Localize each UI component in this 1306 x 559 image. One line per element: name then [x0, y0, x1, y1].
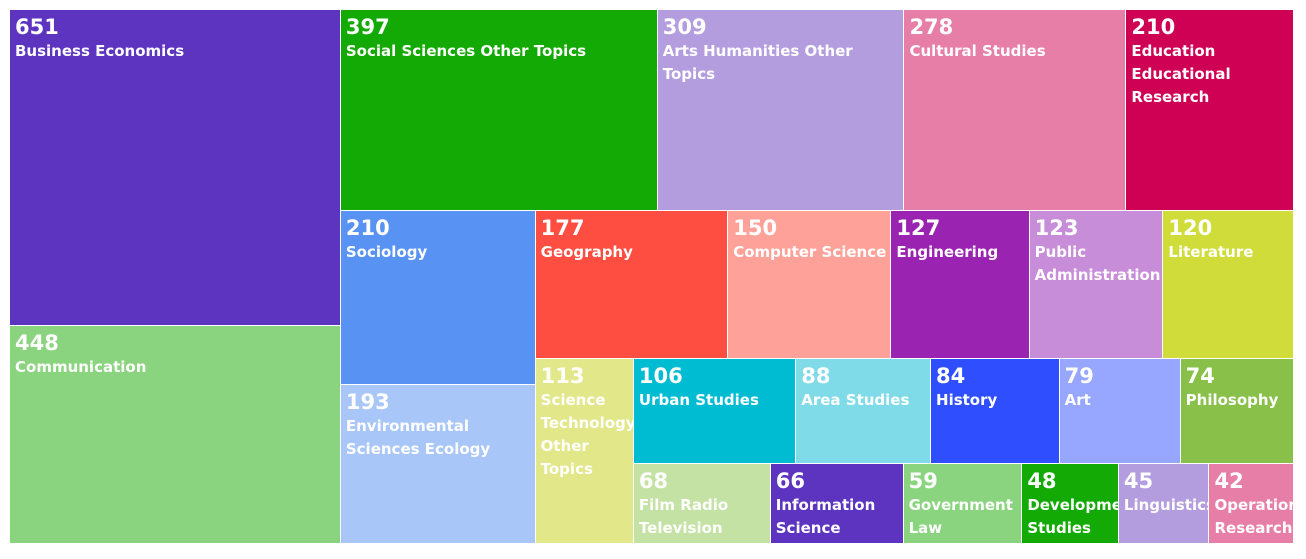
treemap-tile: 106 Urban Studies — [633, 359, 797, 465]
tile-value: 177 — [540, 216, 585, 241]
tile-label: Film Radio Television — [638, 496, 729, 538]
tile-label: Science Technology Other Topics — [540, 391, 634, 479]
tile-label: Engineering — [896, 243, 999, 262]
tile-value: 66 — [775, 469, 805, 494]
tile-label: Sociology — [345, 243, 428, 262]
treemap-tile: 68 Film Radio Television — [633, 464, 771, 544]
tile-label: Information Science Library Science — [775, 496, 876, 543]
tile-value: 42 — [1214, 469, 1244, 494]
tile-label: Communication — [15, 358, 147, 377]
tile-label: Literature — [1168, 243, 1254, 262]
tile-value: 68 — [638, 469, 669, 494]
treemap-tile: 113 Science Technology Other Topics — [535, 359, 634, 544]
treemap-tile: 48Development Studies — [1022, 464, 1119, 544]
tile-value: 123 — [1034, 216, 1079, 241]
tile-value: 45 — [1123, 469, 1154, 494]
treemap-tile: 88 Area Studies — [796, 359, 932, 465]
treemap-tile: 42Operations Research Management Science — [1209, 464, 1294, 544]
tile-label: Art — [1064, 391, 1091, 410]
treemap-tile: 309 Arts Humanities Other Topics — [657, 10, 905, 212]
tile-label: Computer Science — [733, 243, 887, 262]
tile-value: 113 — [540, 364, 585, 389]
treemap-tile: 127 Engineering — [891, 211, 1030, 360]
tile-value: 59 — [908, 469, 938, 494]
treemap-tile: 278 Cultural Studies — [904, 10, 1127, 212]
tile-label: Philosophy — [1185, 391, 1279, 410]
tile-label: Education Educational Research — [1131, 42, 1231, 106]
tile-label: Social Sciences Other Topics — [345, 42, 587, 60]
treemap-tile: 123 Public Administration — [1029, 211, 1164, 360]
tile-label: Operations Research Management Science — [1214, 496, 1293, 543]
treemap-tile: 397 Social Sciences Other Topics — [340, 10, 658, 212]
tile-value: 448 — [15, 331, 59, 356]
tile-label: Area Studies — [801, 391, 910, 410]
treemap-tile: 210 Sociology — [340, 211, 536, 385]
tile-value: 88 — [801, 364, 831, 389]
tile-value: 106 — [638, 364, 683, 389]
tile-value: 150 — [733, 216, 778, 241]
treemap-tile: 84 History — [931, 359, 1060, 465]
treemap-tile: 448 Communication — [10, 326, 341, 544]
tile-label: History — [936, 391, 998, 410]
treemap-tile: 651 Business Economics — [10, 10, 341, 327]
tile-value: 210 — [1131, 15, 1176, 39]
tile-value: 651 — [15, 15, 59, 39]
tile-value: 74 — [1185, 364, 1215, 389]
tile-value: 79 — [1064, 364, 1094, 389]
tile-value: 84 — [936, 364, 966, 389]
treemap-tile: 177 Geography — [535, 211, 729, 360]
tile-value: 309 — [662, 15, 707, 39]
tile-label: Business Economics — [15, 42, 185, 60]
tile-label: Development Studies — [1027, 496, 1118, 538]
tile-label: Geography — [540, 243, 633, 262]
tile-label: Arts Humanities Other Topics — [662, 42, 853, 83]
tile-value: 193 — [345, 389, 390, 414]
tile-label: Cultural Studies — [909, 42, 1046, 60]
tile-label: Environmental Sciences Ecology — [345, 416, 491, 458]
treemap-tile: 150 Computer Science — [728, 211, 892, 360]
treemap-tile: 210 Education Educational Research — [1126, 10, 1294, 212]
tile-label: Linguistics — [1123, 496, 1210, 515]
tile-label: Public Administration — [1034, 243, 1161, 285]
tile-value: 120 — [1168, 216, 1213, 241]
tile-value: 210 — [345, 216, 390, 241]
treemap-tile: 74 Philosophy — [1180, 359, 1294, 465]
treemap-tile: 120 Literature — [1163, 211, 1294, 360]
tile-value: 127 — [896, 216, 941, 241]
treemap-chart: 651 Business Economics 448 Communication 397… — [10, 10, 1294, 544]
treemap-tile: 45 Linguistics — [1118, 464, 1210, 544]
treemap-tile: 79 Art — [1059, 359, 1181, 465]
tile-value: 278 — [909, 15, 954, 39]
tile-value: 397 — [345, 15, 390, 39]
treemap-tile: 59 Government Law — [903, 464, 1023, 544]
tile-label: Urban Studies — [638, 391, 759, 410]
tile-value: 48 — [1027, 469, 1057, 494]
tile-label: Government Law — [908, 496, 1013, 538]
treemap-tile: 193 Environmental Sciences Ecology — [340, 384, 536, 544]
